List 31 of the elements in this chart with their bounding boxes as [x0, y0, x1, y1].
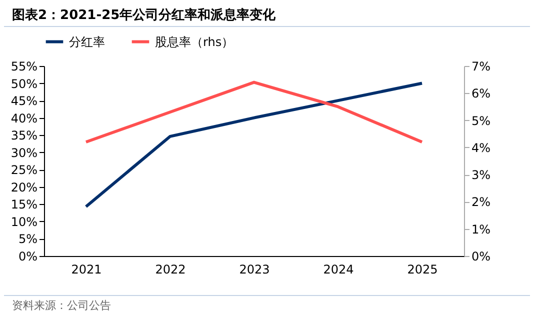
x-tick-label: 2024: [323, 262, 354, 276]
text: 资料来源：公司公告: [4, 295, 530, 315]
y-tick-label: 5%: [18, 232, 38, 246]
y-tick-label: 50%: [10, 76, 38, 91]
y-tick-label: 35%: [10, 128, 38, 143]
y2-tick-label: 6%: [472, 86, 491, 101]
x-tick-label: 2021: [71, 262, 102, 276]
y2-tick-label: 2%: [472, 195, 491, 210]
y-tick-label: 55%: [10, 60, 38, 74]
y-tick-label: 0%: [18, 250, 38, 264]
y-tick-label: 20%: [10, 180, 38, 194]
legend-label: 股息率（rhs）: [155, 34, 234, 49]
y2-tick-label: 4%: [472, 140, 491, 155]
y-tick-label: 40%: [10, 111, 38, 126]
y2-tick-label: 1%: [472, 222, 491, 236]
legend-label: 分红率: [69, 34, 105, 49]
y-tick-label: 45%: [10, 94, 38, 108]
x-tick-label: 2023: [239, 262, 270, 276]
y-tick-label: 10%: [10, 214, 38, 229]
x-tick-label: 2022: [155, 262, 186, 276]
chart-title: 图表2：2021-25年公司分红率和派息率变化: [4, 0, 530, 27]
y-tick-label: 30%: [10, 146, 38, 160]
y2-tick-label: 7%: [472, 60, 491, 74]
y-tick-label: 25%: [10, 163, 38, 178]
x-tick-label: 2025: [407, 262, 438, 276]
line-series: [84, 80, 424, 144]
y2-tick-label: 5%: [472, 114, 491, 128]
y-tick-label: 15%: [10, 198, 38, 212]
y2-tick-label: 0%: [472, 250, 491, 264]
y2-tick-label: 3%: [472, 168, 491, 182]
line-series: [84, 82, 424, 208]
